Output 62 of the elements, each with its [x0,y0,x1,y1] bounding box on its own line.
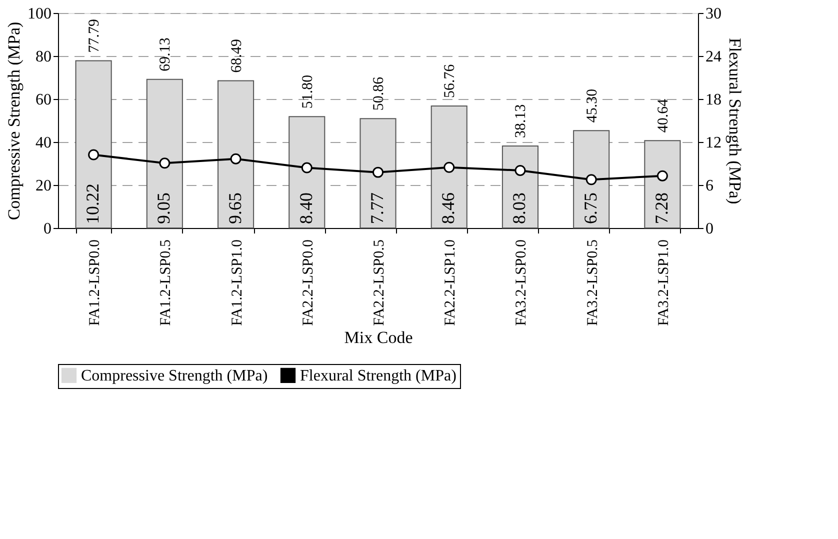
y2-tick-label: 30 [706,6,722,22]
data-label: 6.75 [580,192,600,224]
data-label: 8.46 [438,192,458,224]
data-label: 9.05 [154,192,174,224]
point [444,162,455,173]
data-label: 10.22 [82,184,103,224]
bar [430,105,468,228]
data-label: 8.03 [509,192,530,224]
x-tick-label: FA1.2-LSP1.0 [229,240,246,326]
bar [644,140,681,228]
bar [360,118,396,228]
y-tick-label: 80 [36,48,52,66]
bar [146,78,183,228]
data-label: 7.77 [367,192,387,224]
bar [75,60,112,228]
legend-label: Flexural Strength (MPa) [300,367,456,384]
legend-label: Compressive Strength (MPa) [81,367,268,384]
data-label: 9.65 [224,192,245,224]
point [301,162,312,174]
data-label: 69.13 [158,38,174,72]
y2-tick-label: 24 [706,48,722,66]
y-tick-label: 100 [28,6,52,22]
point [88,149,100,160]
data-label: 38.13 [513,104,530,138]
y-axis-title: Compressive Strength (MPa) [4,22,24,220]
point [372,166,384,178]
y-tick-label: 20 [36,178,52,194]
data-label: 56.76 [442,64,458,98]
x-tick-label: FA1.2-LSP0.5 [158,240,174,326]
x-tick-label: FA2.2-LSP0.0 [300,240,316,326]
y2-tick-label: 6 [706,178,714,194]
bar [218,80,254,228]
y2-tick-label: 12 [706,134,722,152]
y-tick-label: 60 [36,92,52,108]
data-label: 68.49 [228,38,245,73]
x-tick-label: FA2.2-LSP0.5 [372,240,388,326]
data-label: 51.80 [300,74,316,109]
point [514,164,526,176]
y2-tick-label: 0 [706,220,714,238]
data-label: 8.40 [296,192,316,224]
bar [288,116,326,228]
x-tick-label: FA2.2-LSP1.0 [442,240,459,326]
bar [573,130,610,228]
bar [502,146,538,228]
y2-axis-title: Flexural Strength (MPa) [726,38,744,204]
x-axis-title: Mix Code [344,328,413,347]
y2-tick-label: 18 [706,92,722,108]
x-tick-label: FA3.2-LSP1.0 [656,240,672,326]
data-label: 45.30 [584,88,600,123]
x-tick-label: FA3.2-LSP0.0 [514,240,530,326]
data-label: 77.79 [86,19,103,53]
data-label: 7.28 [651,192,672,224]
x-tick-label: FA1.2-LSP0.0 [87,240,104,326]
x-tick-label: FA3.2-LSP0.5 [584,240,601,326]
point [656,170,668,182]
point [586,174,597,186]
point [159,158,170,169]
point [230,153,242,164]
y-tick-label: 0 [44,220,52,238]
y-tick-label: 40 [36,134,52,152]
data-label: 50.86 [371,76,387,111]
data-label: 40.64 [655,98,672,133]
